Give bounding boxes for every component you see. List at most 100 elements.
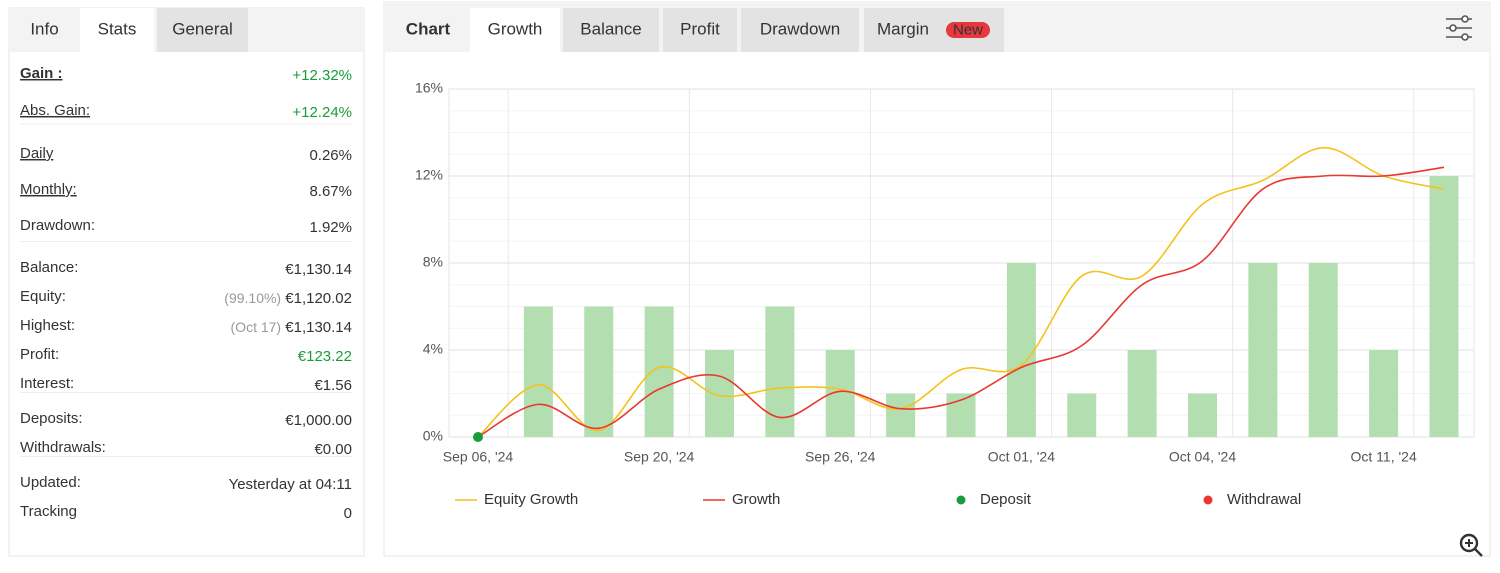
stat-value: €0.00 [314,441,352,458]
x-tick-label: Oct 11, '24 [1351,449,1417,465]
x-tick-label: Sep 20, '24 [624,449,695,465]
stat-label: Highest: [20,317,75,334]
new-badge: New [953,21,983,38]
stats-panel [8,7,365,557]
bar [644,306,674,437]
stat-value: Yesterday at 04:11 [229,476,352,493]
stat-value: 0 [344,505,352,522]
stat-value-text: €1.56 [314,377,352,394]
stat-value: +12.24% [292,104,352,121]
tab[interactable]: General [172,19,232,38]
chart-panel [383,1,1491,557]
marker [473,432,483,442]
bar [1006,263,1036,437]
legend-label[interactable]: Withdrawal [1227,491,1301,508]
tab[interactable]: Info [30,19,58,38]
stat-note: (99.10%) [224,290,281,306]
stat-value: 1.92% [309,219,352,236]
tab[interactable]: Margin [877,19,929,38]
x-tick-label: Sep 26, '24 [805,449,876,465]
y-tick-label: 4% [423,341,443,357]
stat-value-text: Yesterday at 04:11 [229,476,352,493]
stat-value-text: 0.26% [309,147,352,164]
bar [1429,176,1459,437]
stat-value: €1.56 [314,377,352,394]
new-badge-bg [946,22,990,38]
stat-value-text: €123.22 [298,348,352,365]
y-tick-label: 8% [423,254,443,270]
legend-label[interactable]: Growth [732,491,780,508]
stat-value: €1,130.14 [285,261,352,278]
bar [1188,393,1217,437]
bar [584,306,614,437]
bar [523,306,553,437]
stat-value: (99.10%) €1,120.02 [224,290,352,307]
stat-label: Tracking [20,503,77,520]
stat-label: Equity: [20,288,66,305]
stat-label: Withdrawals: [20,439,106,456]
stat-value-text: €0.00 [314,441,352,458]
stat-value: 0.26% [309,147,352,164]
x-tick-label: Sep 06, '24 [443,449,514,465]
stat-label: Gain : [20,65,63,82]
stat-label: Balance: [20,259,78,276]
tab-bg [470,8,560,52]
legend-label[interactable]: Deposit [980,491,1032,508]
tab[interactable]: Stats [98,19,137,38]
legend-dot [956,495,966,505]
x-tick-label: Oct 04, '24 [1169,449,1236,465]
legend-label[interactable]: Equity Growth [484,491,578,508]
stat-label: Interest: [20,375,74,392]
stat-value-text: +12.24% [292,104,352,121]
stat-value: €123.22 [298,348,352,365]
stat-label: Daily [20,145,54,162]
bar [705,350,734,437]
tab-bg [741,8,859,52]
tab-bg [663,8,737,52]
tab-bg [563,8,659,52]
zoom-icon[interactable] [1459,533,1483,557]
y-tick-label: 0% [423,428,443,444]
y-tick-label: 12% [415,167,443,183]
bar [1308,263,1338,437]
bar [1248,263,1278,437]
bar [1067,393,1097,437]
stat-value-text: €1,000.00 [285,412,352,429]
tab-bg [80,8,154,52]
tab[interactable]: Chart [406,19,451,38]
stat-value: 8.67% [309,183,352,200]
filter-icon[interactable] [1446,15,1472,41]
stat-label: Profit: [20,346,59,363]
stat-label: Monthly: [20,181,77,198]
stat-label: Deposits: [20,410,83,427]
tab-bg [157,8,248,52]
tab[interactable]: Drawdown [760,19,840,38]
x-tick-label: Oct 01, '24 [988,449,1055,465]
line-series [477,146,1445,438]
bar [1127,350,1157,437]
stat-value-text: €1,120.02 [285,290,352,307]
bar [1369,350,1399,437]
stat-value: (Oct 17) €1,130.14 [231,319,352,336]
legend-dot [1203,495,1213,505]
stat-value: €1,000.00 [285,412,352,429]
stat-value-text: €1,130.14 [285,319,352,336]
tab[interactable]: Growth [488,19,543,38]
tab[interactable]: Balance [580,19,641,38]
stat-value-text: 8.67% [309,183,352,200]
stat-value-text: 0 [344,505,352,522]
stat-value-text: +12.32% [292,67,352,84]
stat-label: Abs. Gain: [20,102,90,119]
stat-value-text: 1.92% [309,219,352,236]
stat-label: Updated: [20,474,81,491]
tab[interactable]: Profit [680,19,720,38]
stat-value-text: €1,130.14 [285,261,352,278]
stat-value: +12.32% [292,67,352,84]
stat-note: (Oct 17) [231,319,282,335]
line-series [477,166,1445,438]
bar [886,393,916,437]
stat-label: Drawdown: [20,217,95,234]
y-tick-label: 16% [415,80,443,96]
